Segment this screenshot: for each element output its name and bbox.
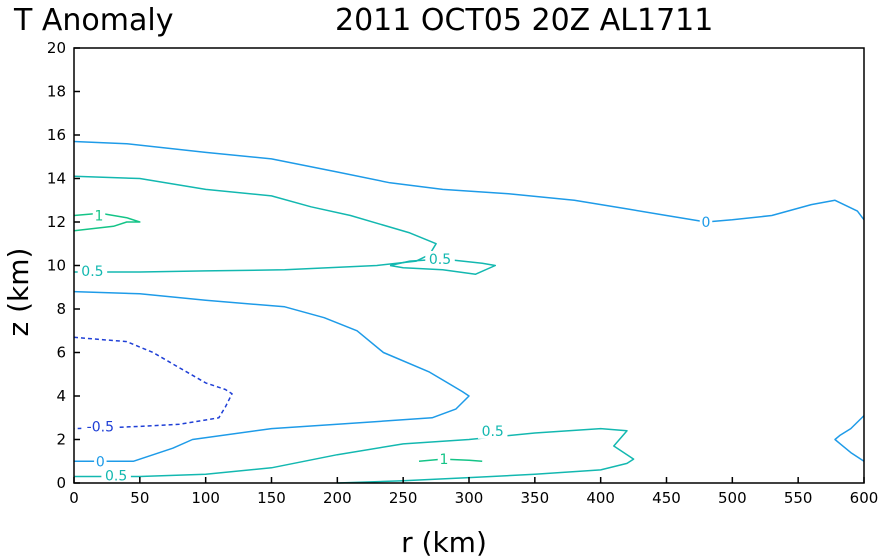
- contour-line-0_5: [74, 429, 634, 483]
- contour-label: 1: [440, 452, 449, 468]
- x-tick-label: 550: [784, 489, 813, 507]
- y-tick-label: 0: [56, 474, 66, 492]
- contour-label: 0.5: [482, 424, 504, 440]
- chart-subtitle: 2011 OCT05 20Z AL1711: [335, 3, 713, 38]
- contour-lines: [74, 142, 864, 484]
- x-tick-label: 500: [718, 489, 747, 507]
- x-tick-label: 300: [455, 489, 484, 507]
- y-tick-label: 8: [56, 300, 66, 318]
- contour-line-1: [74, 213, 140, 230]
- y-tick-label: 16: [47, 126, 66, 144]
- contour-line-1: [419, 459, 482, 461]
- y-tick-label: 12: [47, 213, 66, 231]
- x-tick-label: 450: [652, 489, 681, 507]
- x-tick-label: 350: [521, 489, 550, 507]
- contour-label: 0.5: [105, 468, 127, 484]
- x-tick-label: 250: [389, 489, 418, 507]
- y-tick-label: 14: [47, 170, 66, 188]
- x-tick-label: 100: [191, 489, 220, 507]
- x-tick-label: 50: [130, 489, 149, 507]
- x-axis-label: r (km): [401, 526, 487, 558]
- contour-label: 1: [95, 208, 104, 224]
- x-tick-label: 150: [257, 489, 286, 507]
- chart-title: T Anomaly: [13, 3, 173, 38]
- contour-line-0_5: [74, 176, 436, 272]
- contour-label: 0.5: [429, 252, 451, 268]
- y-tick-label: 2: [56, 431, 66, 449]
- contour-line-0: [835, 416, 864, 462]
- contour-line-0: [74, 292, 469, 462]
- y-tick-label: 20: [47, 39, 66, 57]
- y-axis-ticks: 0 2 4 6 8 10 12 14 16 18 20: [47, 39, 80, 492]
- x-tick-label: 0: [69, 489, 79, 507]
- y-tick-label: 10: [47, 257, 66, 275]
- y-tick-label: 18: [47, 83, 66, 101]
- x-axis-ticks: 0 50 100 150 200 250 300 350 400 450 500 550 600: [69, 477, 878, 507]
- y-tick-label: 4: [56, 387, 66, 405]
- x-tick-label: 200: [323, 489, 352, 507]
- x-tick-label: 600: [850, 489, 879, 507]
- contour-label: -0.5: [87, 419, 114, 435]
- y-axis-label: z (km): [2, 248, 35, 337]
- contour-line-0: [74, 142, 864, 223]
- y-tick-label: 6: [56, 344, 66, 362]
- plot-frame: [74, 48, 864, 483]
- x-tick-label: 400: [586, 489, 615, 507]
- contour-label: 0.5: [81, 264, 103, 280]
- contour-label: 0: [702, 215, 711, 231]
- contour-line-neg0_5: [74, 337, 232, 428]
